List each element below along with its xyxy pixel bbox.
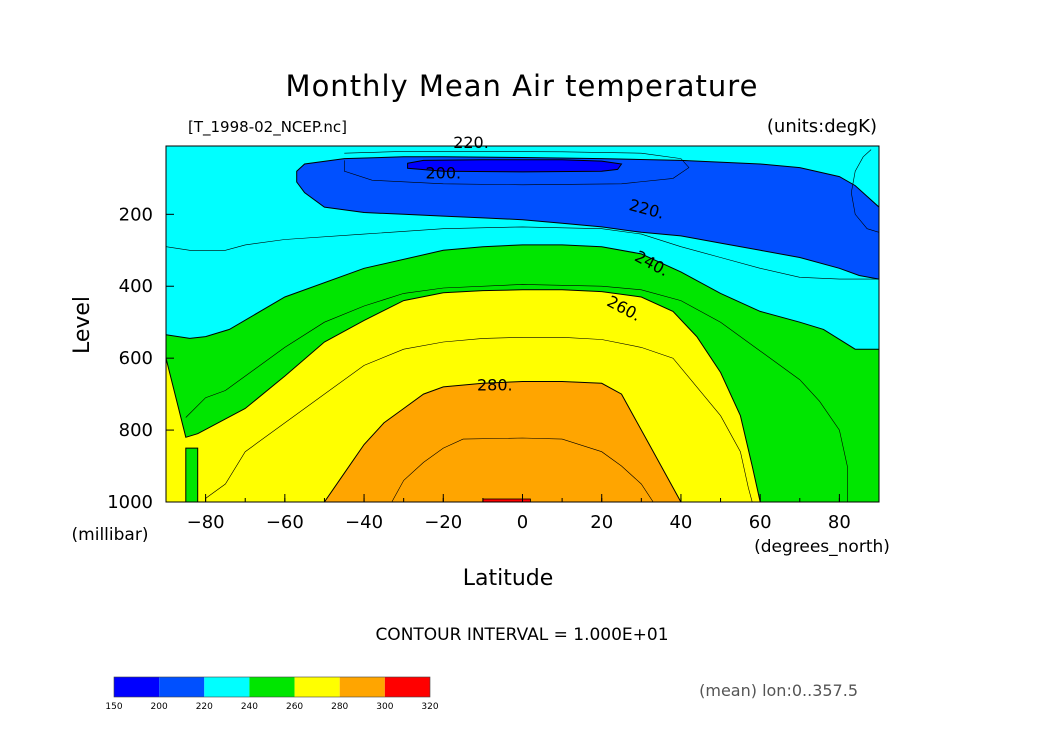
colorbar-label: 240 (241, 702, 258, 712)
contour-line-230-1 (166, 226, 879, 280)
contour-fill-layer (166, 146, 879, 502)
contour-label-5: 280. (477, 376, 513, 395)
x-tick-label: 20 (590, 512, 613, 533)
colorbar-swatch-280 (339, 677, 385, 697)
contour-interval-text: CONTOUR INTERVAL = 1.000E+01 (375, 625, 668, 645)
contour-region-280-3 (323, 381, 682, 502)
x-units-label: (degrees_north) (754, 537, 890, 557)
colorbar-label: 220 (196, 702, 213, 712)
colorbar-label: 260 (286, 702, 303, 712)
colorbar: 150 200 220 240 260 280 300 320 (105, 676, 439, 712)
contour-line-290-4 (391, 437, 654, 502)
y-axis: 200 400 600 800 1000 (107, 204, 174, 513)
contour-region-200-4 (296, 156, 879, 280)
contour-line-250-2 (185, 284, 848, 502)
colorbar-label: 320 (421, 702, 438, 712)
x-tick-label: −80 (187, 512, 225, 533)
colorbar-swatch-200 (159, 677, 205, 697)
contour-region-150-5 (407, 159, 623, 173)
colorbar-swatch-300 (384, 677, 430, 697)
colorbar-label: 150 (105, 702, 122, 712)
colorbar-frame (113, 676, 431, 698)
x-tick-label: −60 (266, 512, 304, 533)
x-tick-label: −20 (424, 512, 462, 533)
contour-line-210-0 (343, 151, 690, 186)
y-axis-title: Level (70, 296, 95, 354)
y-tick-label: 800 (119, 420, 153, 441)
colorbar-swatch-150 (114, 677, 160, 697)
x-tick-label: 40 (669, 512, 692, 533)
chart-title: Monthly Mean Air temperature (286, 69, 759, 103)
y-tick-label: 200 (119, 204, 153, 225)
x-axis: −80 −60 −40 −20 0 20 40 60 80 (165, 494, 880, 533)
contour-label-1: 200. (425, 163, 461, 182)
colorbar-swatch-260 (294, 677, 340, 697)
colorbar-swatch-240 (249, 677, 295, 697)
x-axis-title: Latitude (463, 566, 554, 591)
y-tick-label: 1000 (107, 492, 153, 513)
contour-label-0: 220. (453, 133, 489, 152)
contour-label-layer: 220.200.220.240.260.280. (425, 133, 672, 395)
colorbar-label: 200 (151, 702, 168, 712)
y-tick-label: 400 (119, 276, 153, 297)
file-label: [T_1998-02_NCEP.nc] (188, 118, 347, 137)
y-tick-label: 600 (119, 348, 153, 369)
y-units-label: (millibar) (72, 525, 149, 545)
contour-line-200-5 (850, 149, 879, 233)
mean-label: (mean) lon:0..357.5 (699, 681, 858, 700)
colorbar-swatch-220 (204, 677, 250, 697)
x-tick-label: 80 (828, 512, 851, 533)
units-label: (units:degK) (767, 116, 877, 137)
x-tick-label: 60 (749, 512, 772, 533)
colorbar-label: 300 (376, 702, 393, 712)
contour-line-layer (166, 149, 879, 502)
colorbar-label: 280 (331, 702, 348, 712)
contour-line-270-3 (205, 336, 753, 502)
x-tick-label: −40 (345, 512, 383, 533)
x-tick-label: 0 (517, 512, 528, 533)
